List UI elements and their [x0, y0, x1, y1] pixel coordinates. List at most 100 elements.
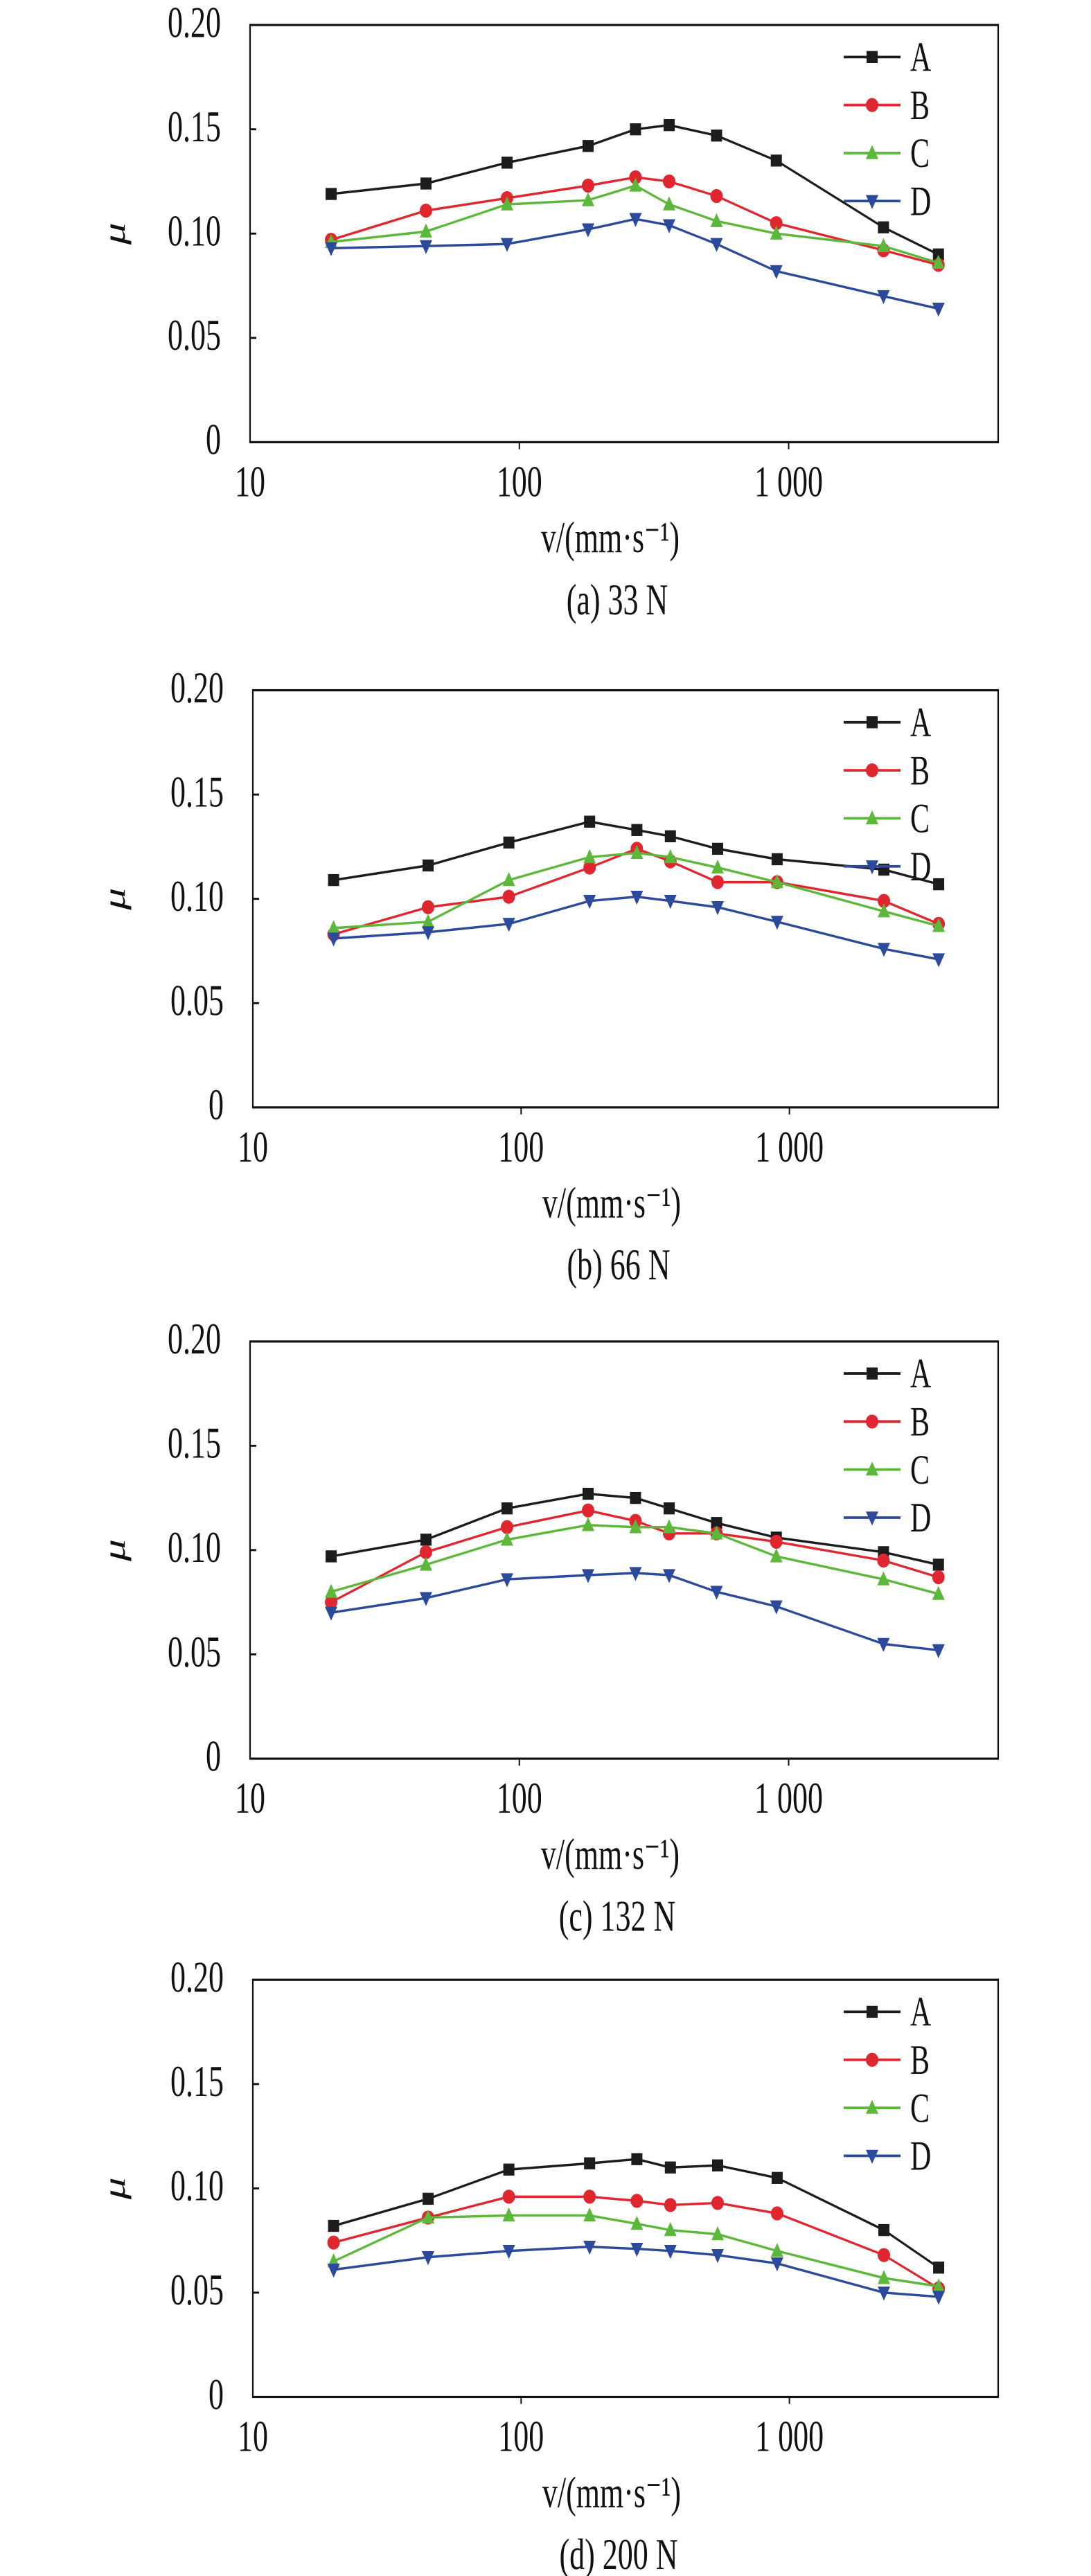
data-point-C [630, 2215, 644, 2230]
data-point-B [664, 2198, 677, 2212]
series-A [326, 1487, 944, 1571]
data-point-A [932, 1558, 944, 1571]
series-line-A [330, 123, 939, 256]
data-point-C [581, 192, 594, 206]
y-tick-label: 0.15 [170, 767, 224, 816]
data-point-A [630, 123, 641, 136]
y-axis-label: μ [98, 1539, 132, 1562]
legend-marker-D [866, 1511, 878, 1526]
series-line-A [330, 1492, 939, 1566]
series-A [326, 118, 944, 261]
data-point-D [500, 238, 513, 252]
x-axis-label: v/(mm·s⁻¹) [542, 1178, 681, 1227]
legend-label-A: A [910, 700, 932, 746]
data-point-B [770, 2206, 783, 2221]
legend-label-B: B [910, 83, 930, 129]
data-point-D [664, 895, 677, 909]
data-point-D [421, 926, 434, 941]
data-point-A [711, 842, 723, 855]
data-point-B [419, 204, 432, 218]
data-point-D [583, 2240, 596, 2255]
series-D [325, 213, 945, 317]
data-point-C [502, 2207, 515, 2222]
x-tick-label: 100 [498, 2411, 544, 2460]
data-point-A [328, 873, 339, 887]
data-point-A [878, 221, 889, 233]
data-point-C [932, 2278, 946, 2293]
data-point-B [711, 2196, 724, 2210]
data-point-A [422, 859, 434, 872]
series-A [328, 2153, 945, 2274]
data-point-B [770, 1534, 783, 1549]
legend-label-D: D [910, 844, 931, 890]
data-point-D [932, 1644, 945, 1658]
y-tick-label: 0.15 [168, 102, 221, 151]
data-point-D [327, 932, 340, 947]
data-point-C [583, 2207, 596, 2222]
legend-marker-A [867, 2005, 878, 2018]
data-point-C [710, 1525, 723, 1540]
series-line-A [333, 820, 939, 886]
data-point-B [630, 2194, 644, 2208]
data-point-D [629, 1567, 642, 1581]
data-point-D [877, 1637, 890, 1652]
data-point-A [630, 1491, 641, 1504]
data-point-D [325, 242, 338, 256]
x-tick-label: 100 [497, 456, 542, 506]
y-tick-label: 0 [209, 2370, 224, 2419]
y-tick-label: 0.20 [168, 0, 221, 46]
series-C [327, 2207, 946, 2293]
series-C [327, 844, 946, 934]
data-point-B [502, 2189, 515, 2204]
data-point-D [325, 1606, 338, 1621]
panel-caption: (b) 66 N [567, 1240, 670, 1289]
series-C [325, 1517, 945, 1600]
data-point-A [664, 830, 676, 843]
data-point-C [664, 2222, 677, 2237]
data-point-D [327, 2264, 340, 2278]
data-point-A [664, 1502, 675, 1515]
data-point-C [663, 1519, 676, 1534]
data-point-D [502, 2245, 515, 2259]
data-point-D [500, 1573, 513, 1588]
y-tick-label: 0 [206, 415, 221, 464]
y-tick-label: 0.10 [168, 206, 221, 256]
data-point-B [663, 174, 676, 189]
data-point-A [631, 2153, 643, 2165]
data-point-C [583, 849, 596, 864]
data-point-C [711, 859, 724, 874]
data-point-D [629, 213, 642, 227]
series-line-B [330, 176, 939, 267]
data-point-C [770, 1548, 783, 1563]
data-point-A [631, 824, 643, 836]
data-point-B [500, 1520, 513, 1534]
data-point-A [771, 853, 783, 866]
data-point-C [664, 849, 677, 864]
series-line-A [333, 2158, 939, 2269]
data-point-D [710, 1585, 723, 1600]
legend-marker-C [866, 145, 878, 159]
data-point-A [503, 836, 515, 849]
data-point-C [877, 238, 890, 252]
data-point-D [583, 895, 596, 909]
data-point-C [500, 196, 513, 211]
data-point-B [770, 216, 783, 231]
legend-label-B: B [910, 748, 930, 794]
data-point-C [663, 196, 676, 211]
legend-label-A: A [910, 35, 932, 80]
data-point-D [419, 240, 432, 254]
data-point-C [932, 918, 946, 932]
data-point-D [878, 2286, 891, 2301]
legend-label-D: D [910, 179, 931, 224]
data-point-C [932, 254, 945, 269]
data-point-D [581, 1569, 594, 1583]
data-point-A [420, 1534, 432, 1546]
legend-label-B: B [910, 2038, 930, 2084]
data-point-C [327, 920, 340, 934]
series-line-C [333, 2214, 939, 2288]
data-point-C [500, 1531, 513, 1546]
data-point-C [419, 1556, 432, 1571]
x-tick-label: 10 [235, 456, 265, 506]
